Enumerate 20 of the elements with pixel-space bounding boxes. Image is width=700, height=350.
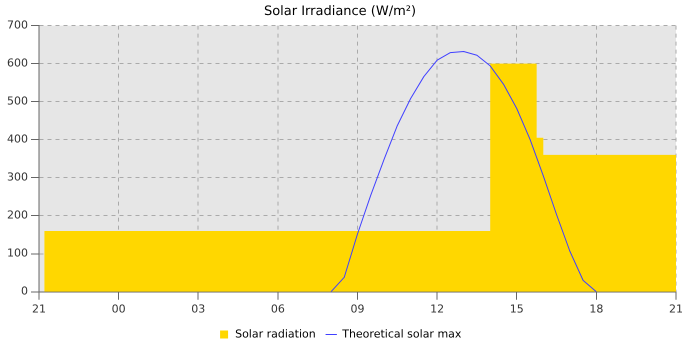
- y-tick-label: 700: [6, 18, 28, 32]
- x-tick-label: 15: [510, 302, 524, 316]
- chart-title: Solar Irradiance (W/m²): [264, 4, 416, 20]
- y-tick-label: 600: [6, 56, 28, 70]
- x-tick-label: 03: [191, 302, 206, 316]
- x-tick-label: 09: [350, 302, 364, 316]
- x-tick-label: 18: [589, 302, 604, 316]
- x-tick-label: 00: [112, 302, 126, 316]
- x-tick-label: 12: [430, 302, 444, 316]
- y-tick-label: 100: [6, 246, 28, 260]
- y-tick-label: 0: [20, 284, 28, 298]
- x-tick-label: 06: [270, 302, 285, 316]
- y-tick-label: 400: [6, 132, 28, 146]
- y-tick-label: 500: [6, 94, 28, 108]
- legend-label: Solar radiation: [235, 327, 316, 340]
- y-tick-label: 300: [6, 170, 28, 184]
- x-tick-label: 21: [32, 302, 46, 316]
- legend-label: Theoretical solar max: [341, 327, 462, 340]
- y-tick-label: 200: [6, 208, 28, 222]
- x-tick-label: 21: [669, 302, 683, 316]
